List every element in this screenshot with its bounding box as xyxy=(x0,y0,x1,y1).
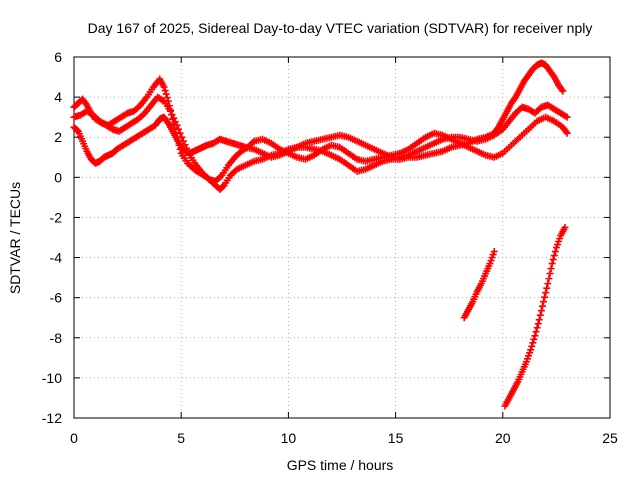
data-point xyxy=(536,311,544,319)
data-point xyxy=(166,107,174,115)
data-point xyxy=(175,125,183,133)
data-point xyxy=(160,83,168,91)
x-tick-label: 10 xyxy=(281,430,297,446)
y-tick-label: -12 xyxy=(42,410,62,426)
series-trace-c xyxy=(70,93,571,185)
data-point xyxy=(163,94,171,102)
data-point xyxy=(73,126,81,134)
y-tick-label: 0 xyxy=(54,169,62,185)
data-point xyxy=(563,129,571,137)
x-tick-label: 20 xyxy=(495,430,511,446)
data-point xyxy=(541,293,549,301)
data-point xyxy=(529,339,537,347)
data-point xyxy=(561,223,569,231)
data-point xyxy=(178,133,186,141)
data-point xyxy=(534,320,542,328)
data-point xyxy=(549,72,557,80)
data-point xyxy=(544,280,552,288)
series-trace-d xyxy=(460,248,498,322)
data-point xyxy=(511,95,519,103)
x-tick-label: 15 xyxy=(388,430,404,446)
data-point xyxy=(558,86,566,94)
y-tick-label: -8 xyxy=(50,330,63,346)
y-tick-label: -6 xyxy=(50,290,63,306)
plot-frame xyxy=(73,56,611,419)
data-point xyxy=(219,182,227,190)
data-point xyxy=(530,335,538,343)
data-point xyxy=(528,342,536,350)
data-point xyxy=(547,265,555,273)
data-point xyxy=(170,114,178,122)
data-point xyxy=(531,332,539,340)
chart-title: Day 167 of 2025, Sidereal Day-to-day VTE… xyxy=(88,20,593,36)
data-point xyxy=(532,328,540,336)
y-tick-label: -2 xyxy=(50,209,63,225)
data-point xyxy=(179,137,187,145)
data-point xyxy=(543,284,551,292)
axes xyxy=(73,56,611,419)
tick-labels: 0 5 10 15 20 25 -12 -10 -8 -6 -4 -2 0 2 4 6 xyxy=(42,49,618,446)
data-point xyxy=(559,87,567,95)
data-point xyxy=(181,141,189,149)
x-tick-label: 25 xyxy=(602,430,618,446)
data-point xyxy=(545,275,553,283)
data-point xyxy=(546,270,554,278)
data-point xyxy=(161,87,169,95)
data-point xyxy=(82,100,90,108)
data-point xyxy=(173,121,181,129)
data-point xyxy=(168,111,176,119)
x-tick-label: 5 xyxy=(177,430,185,446)
data-points xyxy=(70,59,571,410)
x-tick-label: 0 xyxy=(70,430,78,446)
y-tick-label: -10 xyxy=(42,370,62,386)
data-point xyxy=(163,118,171,126)
data-point xyxy=(550,252,558,260)
data-point xyxy=(171,118,179,126)
x-axis-label: GPS time / hours xyxy=(287,457,394,473)
data-point xyxy=(183,144,191,152)
y-axis-label: SDTVAR / TECUs xyxy=(7,182,23,294)
data-point xyxy=(538,302,546,310)
y-tick-label: 4 xyxy=(54,89,62,105)
data-point xyxy=(184,148,192,156)
series-trace-e xyxy=(501,223,569,410)
data-point xyxy=(540,298,548,306)
data-point xyxy=(527,346,535,354)
y-tick-label: 2 xyxy=(54,129,62,145)
data-point xyxy=(162,90,170,98)
data-point xyxy=(176,129,184,137)
data-point xyxy=(563,113,571,121)
data-point xyxy=(535,316,543,324)
y-tick-label: -4 xyxy=(50,250,63,266)
data-point xyxy=(542,289,550,297)
data-point xyxy=(490,248,498,256)
data-point xyxy=(562,128,570,136)
data-point xyxy=(533,324,541,332)
y-tick-label: 6 xyxy=(54,49,62,65)
data-point xyxy=(551,248,559,256)
data-point xyxy=(537,307,545,315)
data-point xyxy=(548,260,556,268)
data-point xyxy=(549,256,557,264)
